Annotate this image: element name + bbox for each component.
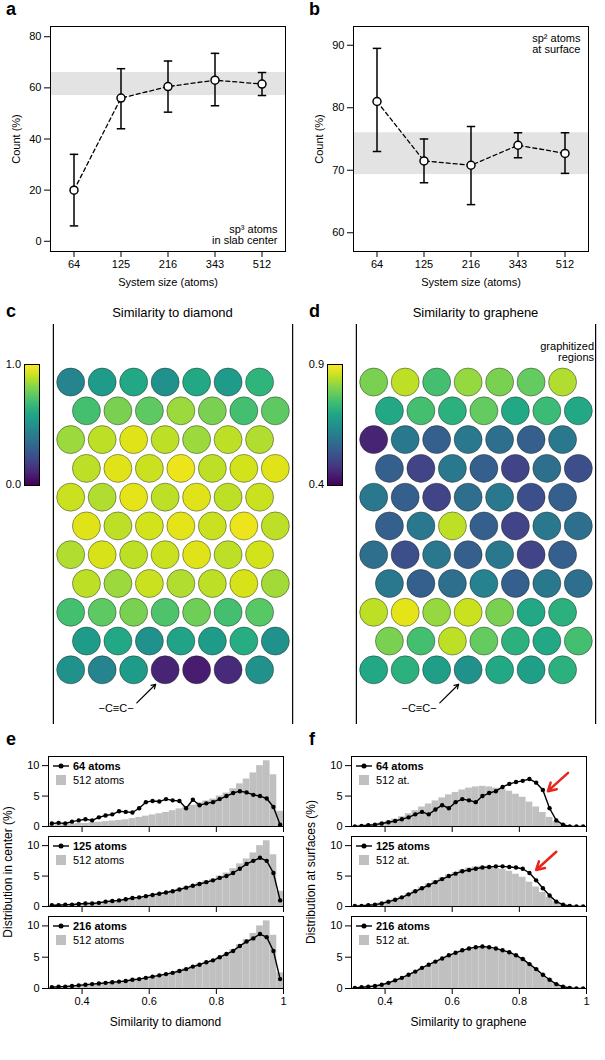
html-text:e: e xyxy=(6,729,16,749)
svg-text:5: 5 xyxy=(336,870,342,882)
svg-text:0: 0 xyxy=(336,900,342,912)
html-text:512 at.: 512 at. xyxy=(376,854,410,866)
html-text:0.4: 0.4 xyxy=(308,478,324,490)
svg-text:1: 1 xyxy=(583,995,589,1007)
svg-text:80: 80 xyxy=(29,30,41,42)
svg-text:125: 125 xyxy=(112,258,130,270)
svg-text:0: 0 xyxy=(35,235,41,247)
svg-text:64: 64 xyxy=(371,258,383,270)
svg-text:125: 125 xyxy=(415,258,433,270)
svg-text:System size (atoms): System size (atoms) xyxy=(421,276,521,288)
svg-text:5: 5 xyxy=(33,951,39,963)
svg-text:0: 0 xyxy=(336,982,342,994)
svg-text:216: 216 xyxy=(159,258,177,270)
html-text:64 atoms: 64 atoms xyxy=(376,760,424,772)
svg-text:0.4: 0.4 xyxy=(377,995,392,1007)
svg-text:60: 60 xyxy=(29,81,41,93)
svg-text:5: 5 xyxy=(33,790,39,802)
svg-text:64: 64 xyxy=(68,258,80,270)
html-text:216 atoms: 216 atoms xyxy=(73,920,127,932)
svg-text:−C≡C−: −C≡C− xyxy=(401,702,436,714)
svg-text:80: 80 xyxy=(332,101,344,113)
svg-text:512: 512 xyxy=(253,258,271,270)
svg-text:−C≡C−: −C≡C− xyxy=(98,702,133,714)
html-text:512 atoms: 512 atoms xyxy=(73,854,125,866)
html-text:216 atoms: 216 atoms xyxy=(376,920,430,932)
html-text:0.0: 0.0 xyxy=(5,478,21,490)
svg-text:10: 10 xyxy=(330,839,342,851)
svg-text:Count (%): Count (%) xyxy=(313,114,325,164)
html-text:125 atoms: 125 atoms xyxy=(376,840,430,852)
svg-text:0: 0 xyxy=(336,820,342,832)
svg-text:10: 10 xyxy=(27,839,39,851)
svg-text:10: 10 xyxy=(330,759,342,771)
svg-text:10: 10 xyxy=(330,919,342,931)
html-text:125 atoms: 125 atoms xyxy=(73,840,127,852)
svg-text:0.8: 0.8 xyxy=(512,995,527,1007)
html-text:b: b xyxy=(309,0,320,19)
svg-text:10: 10 xyxy=(27,759,39,771)
svg-text:0.4: 0.4 xyxy=(74,995,89,1007)
svg-text:graphitizedregions: graphitizedregions xyxy=(540,340,594,363)
svg-text:0.8: 0.8 xyxy=(209,995,224,1007)
svg-text:90: 90 xyxy=(332,39,344,51)
html-text:c: c xyxy=(6,301,16,321)
html-text:Similarity to graphene: Similarity to graphene xyxy=(412,305,539,320)
html-text:a: a xyxy=(6,0,16,19)
svg-text:System size (atoms): System size (atoms) xyxy=(118,276,218,288)
svg-text:sp³ atomsin slab center: sp³ atomsin slab center xyxy=(212,223,278,246)
svg-text:1: 1 xyxy=(280,995,286,1007)
svg-text:sp² atomsat surface: sp² atomsat surface xyxy=(532,32,581,55)
svg-text:343: 343 xyxy=(206,258,224,270)
svg-text:5: 5 xyxy=(336,951,342,963)
svg-text:0.6: 0.6 xyxy=(445,995,460,1007)
html-text:512 at.: 512 at. xyxy=(376,934,410,946)
html-text:512 atoms: 512 atoms xyxy=(73,934,125,946)
svg-text:60: 60 xyxy=(332,226,344,238)
svg-text:0.6: 0.6 xyxy=(142,995,157,1007)
svg-text:5: 5 xyxy=(33,870,39,882)
svg-text:512: 512 xyxy=(556,258,574,270)
svg-text:40: 40 xyxy=(29,133,41,145)
svg-text:10: 10 xyxy=(27,919,39,931)
html-text:Similarity to graphene: Similarity to graphene xyxy=(410,1015,527,1029)
html-text:0.9: 0.9 xyxy=(308,358,324,370)
html-text:512 at.: 512 at. xyxy=(376,774,410,786)
html-text:1.0: 1.0 xyxy=(5,358,21,370)
html-text:64 atoms: 64 atoms xyxy=(73,760,121,772)
svg-text:343: 343 xyxy=(509,258,527,270)
svg-text:Count (%): Count (%) xyxy=(10,114,22,164)
svg-text:70: 70 xyxy=(332,164,344,176)
html-text:Similarity to diamond: Similarity to diamond xyxy=(109,1015,222,1029)
svg-text:0: 0 xyxy=(33,900,39,912)
svg-text:5: 5 xyxy=(336,790,342,802)
html-text:Similarity to diamond: Similarity to diamond xyxy=(112,305,233,320)
svg-text:0: 0 xyxy=(33,820,39,832)
html-text:512 atoms: 512 atoms xyxy=(73,774,125,786)
html-text:Distribution in center (%): Distribution in center (%) xyxy=(1,806,15,938)
svg-text:216: 216 xyxy=(462,258,480,270)
html-text:d: d xyxy=(309,301,320,321)
html-text:f: f xyxy=(309,729,315,749)
html-text:Distribution at surfaces (%): Distribution at surfaces (%) xyxy=(304,800,318,944)
svg-text:20: 20 xyxy=(29,184,41,196)
svg-text:0: 0 xyxy=(33,982,39,994)
